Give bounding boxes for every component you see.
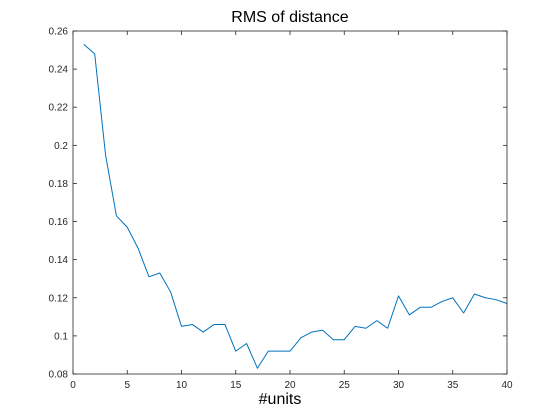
series-line: [83, 43, 508, 369]
x-tick-label: 20: [284, 380, 296, 391]
y-tick-label: 0.22: [49, 103, 69, 114]
x-axis-label: #units: [259, 391, 302, 408]
y-axis: 0.08 0.1 0.12 0.14 0.16 0.18 0.2 0.22 0.24 0.26: [49, 27, 507, 381]
y-tick-label: 0.14: [49, 255, 69, 266]
axes-box: [72, 30, 508, 375]
x-tick-label: 0: [70, 380, 76, 391]
y-tick-label: 0.2: [54, 141, 68, 152]
y-tick-label: 0.24: [49, 65, 69, 76]
x-tick-label: 30: [393, 380, 405, 391]
y-tick-label: 0.18: [49, 179, 69, 190]
x-tick-label: 40: [501, 380, 513, 391]
x-tick-label: 25: [339, 380, 351, 391]
y-tick-label: 0.12: [49, 293, 69, 304]
y-tick-label: 0.16: [49, 217, 69, 228]
x-tick-label: 10: [176, 380, 188, 391]
x-tick-label: 35: [447, 380, 459, 391]
x-tick-label: 15: [230, 380, 242, 391]
y-tick-label: 0.08: [49, 370, 69, 381]
chart-title: RMS of distance: [231, 9, 348, 26]
y-tick-label: 0.26: [49, 27, 69, 38]
y-tick-label: 0.1: [54, 331, 68, 342]
x-axis: 0 5 10 15 20 25 30 35 40: [70, 31, 513, 391]
x-tick-label: 5: [124, 380, 130, 391]
plot-area: [83, 43, 508, 369]
